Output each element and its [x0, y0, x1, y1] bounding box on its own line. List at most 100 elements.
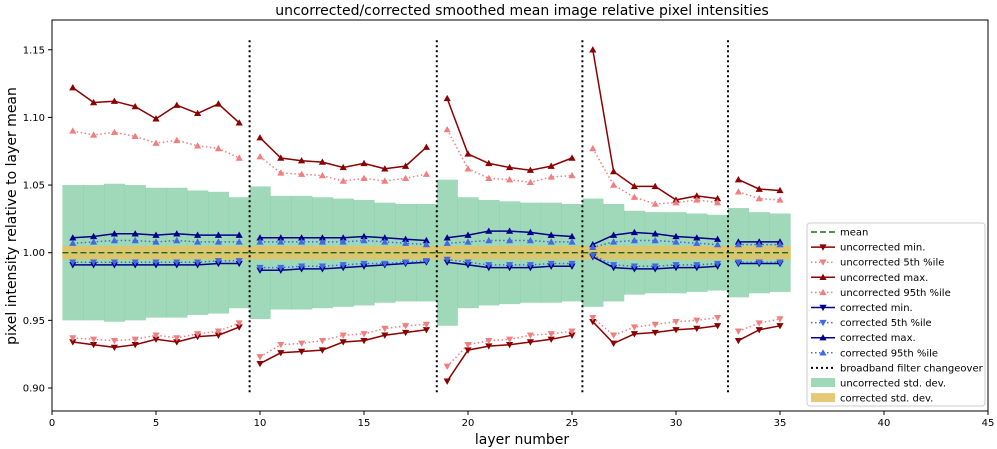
unc_p95-point-8 [214, 144, 222, 152]
unc_max-point-13 [318, 158, 326, 165]
y-axis-title: pixel intensity relative to layer mean [4, 87, 20, 345]
cor_max-point-18 [422, 236, 430, 244]
cor_p95-point-31 [693, 239, 701, 246]
cor_max-point-21 [485, 227, 493, 234]
cor_p5-point-7 [194, 259, 202, 266]
unc_p95-point-2 [90, 131, 98, 138]
cor_p95-point-30 [672, 238, 680, 245]
unc_max-point-29 [651, 182, 659, 190]
unc_min-point-22 [506, 342, 514, 349]
unc_p5-point-22 [506, 336, 514, 343]
unc_min-point-2 [90, 342, 98, 349]
cor_max-point-4 [131, 230, 139, 237]
unc_p95-point-14 [339, 177, 347, 184]
unc_min-point-31 [693, 325, 701, 333]
cor_std-band-28 [624, 245, 646, 260]
unc_p5-point-24 [547, 331, 555, 338]
cor_std-band-24 [540, 245, 562, 260]
cor_max-point-16 [381, 234, 389, 241]
unc_p5-point-33 [734, 328, 742, 335]
unc_p95-point-16 [381, 177, 389, 184]
legend-label-changeover: broadband filter changeover [840, 363, 984, 374]
unc_p5-point-27 [610, 332, 618, 339]
legend-frame [806, 222, 986, 407]
unc_min-point-27 [610, 340, 618, 347]
unc_min-point-14 [339, 339, 347, 346]
legend-marker-unc_min [819, 244, 827, 251]
cor_max-point-19 [443, 234, 451, 241]
cor_p5-point-3 [110, 259, 118, 266]
cor_max-point-8 [214, 231, 222, 238]
unc_p5-point-7 [194, 331, 202, 338]
cor_std-band-35 [769, 245, 791, 260]
cor_p95-point-23 [526, 236, 534, 244]
unc_min-point-9 [235, 324, 243, 331]
cor_p95-point-16 [381, 238, 389, 245]
unc_min-point-11 [277, 350, 285, 357]
unc_max-point-26 [589, 46, 597, 53]
unc_max-point-1 [69, 84, 77, 91]
unc_p95-point-27 [610, 181, 618, 188]
unc_p5-point-19 [443, 363, 451, 370]
unc_p5-point-30 [672, 319, 680, 326]
axes: 0 5 10 15 20 25 30 35 40 45 0.90 0.95 1.00 1.05 1.10 1.… [23, 19, 995, 429]
unc_min-point-28 [630, 331, 638, 338]
cor_p95-point-32 [714, 240, 722, 248]
cor_max-point-24 [547, 231, 555, 238]
unc_max-point-17 [402, 162, 410, 169]
unc_p5-point-8 [214, 328, 222, 335]
unc_p95-point-10 [256, 153, 264, 160]
cor_p95-point-29 [651, 236, 659, 244]
cor_std-band-12 [291, 245, 313, 260]
unc_max-point-34 [755, 185, 763, 192]
cor_p5-point-16 [381, 260, 389, 268]
cor_p5-point-33 [734, 259, 742, 266]
cor_p5-point-14 [339, 262, 347, 269]
x-tick-label-20: 20 [462, 418, 475, 429]
cor_max-point-22 [506, 227, 514, 234]
unc_max-point-16 [381, 165, 389, 172]
unc_max-point-25 [568, 154, 576, 161]
unc_p5-point-2 [90, 336, 98, 343]
unc_max-point-19 [443, 94, 451, 102]
x-tick-label-15: 15 [358, 418, 371, 429]
unc_p5-point-23 [526, 332, 534, 339]
cor_p5-point-12 [298, 263, 306, 270]
cor_p95-point-4 [131, 236, 139, 244]
legend-marker-unc_p5 [819, 259, 827, 266]
unc_p5-point-34 [755, 320, 763, 327]
unc_min-point-32 [714, 323, 722, 330]
unc_p95-point-18 [422, 170, 430, 177]
unc_max-line-4 [592, 49, 718, 201]
cor_p5-point-30 [672, 262, 680, 269]
cor_max-point-6 [173, 230, 181, 237]
cor_p95-point-12 [298, 238, 306, 245]
unc_max-point-24 [547, 162, 555, 169]
unc_min-point-5 [152, 336, 160, 343]
y-tick-label-1.1: 1.10 [23, 113, 45, 124]
unc_max-point-7 [194, 109, 202, 117]
unc_max-point-14 [339, 163, 347, 171]
unc_max-point-11 [277, 154, 285, 161]
unc_min-point-26 [589, 319, 597, 326]
legend-marker-unc_p95 [819, 288, 827, 296]
cor_p5-point-25 [568, 260, 576, 268]
cor_p5-point-24 [547, 260, 555, 268]
cor_p5-point-10 [256, 264, 264, 272]
unc_p5-point-18 [422, 321, 430, 329]
cor_p95-point-7 [194, 238, 202, 245]
unc_p5-point-3 [110, 337, 118, 345]
unc_min-point-8 [214, 332, 222, 339]
unc_p95-point-28 [630, 193, 638, 200]
unc_p95-point-21 [485, 174, 493, 181]
cor_p95-point-11 [277, 238, 285, 245]
cor_p95-point-5 [152, 238, 160, 245]
cor_p95-point-26 [589, 243, 597, 250]
cor_max-point-15 [360, 232, 368, 240]
unc_p5-point-13 [318, 337, 326, 345]
x-tick-label-45: 45 [982, 418, 995, 429]
unc_min-point-30 [672, 327, 680, 334]
cor_p5-point-5 [152, 259, 160, 266]
cor_p5-point-31 [693, 262, 701, 269]
unc_p95-point-6 [173, 136, 181, 144]
